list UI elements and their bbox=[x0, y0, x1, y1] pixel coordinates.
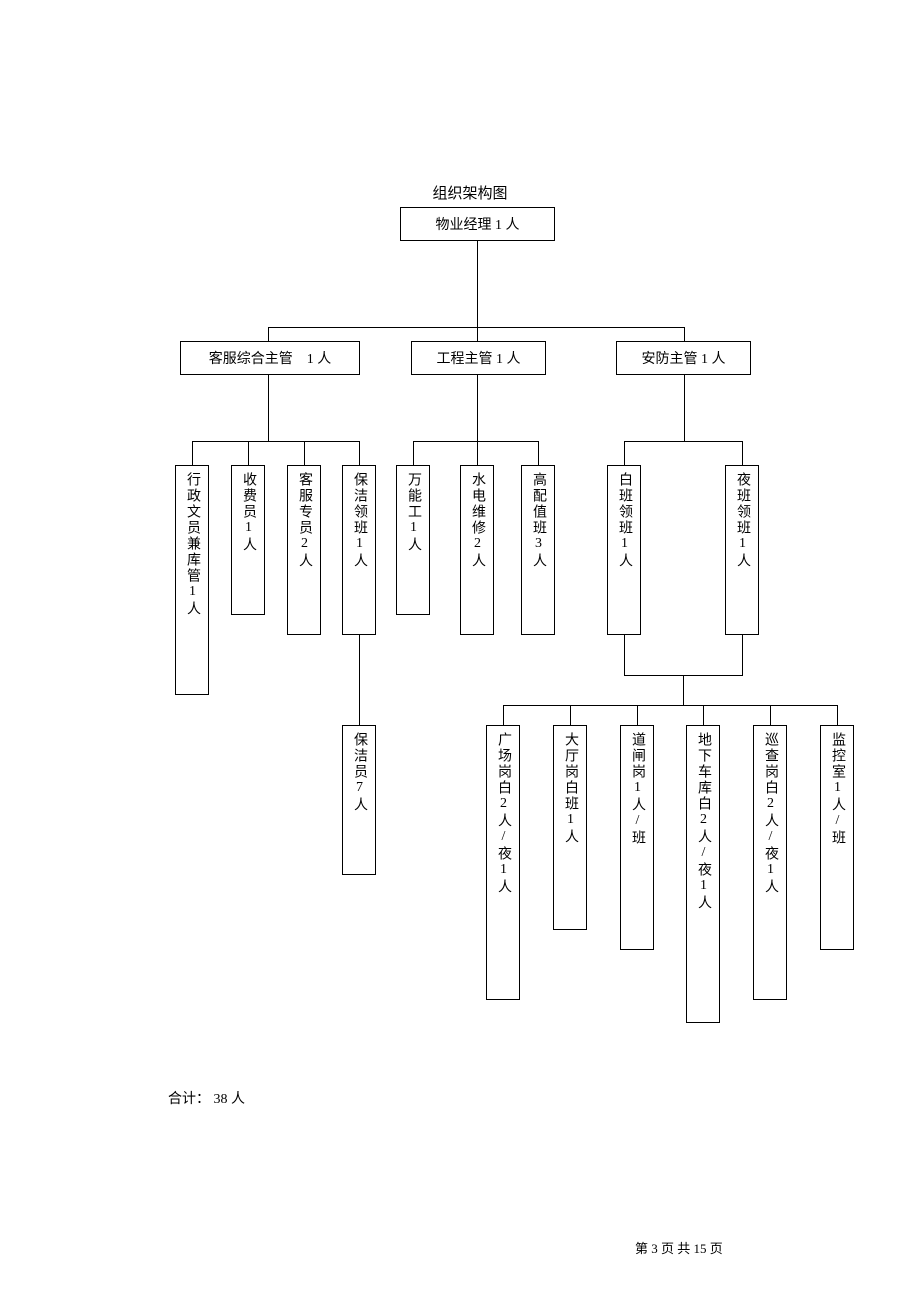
connector bbox=[268, 327, 269, 341]
connector bbox=[477, 375, 478, 441]
page-number: 第 3 页 共 15 页 bbox=[635, 1238, 723, 1257]
node-cs-mgr: 客服综合主管 1 人 bbox=[180, 341, 360, 375]
connector bbox=[770, 705, 771, 725]
node-patrol: 巡查岗白2人/夜1人 bbox=[753, 725, 787, 1000]
node-plumber: 水电维修2人 bbox=[460, 465, 494, 635]
connector bbox=[742, 635, 743, 675]
node-admin: 行政文员兼库管1人 bbox=[175, 465, 209, 695]
connector bbox=[624, 441, 625, 465]
node-eng-mgr: 工程主管 1 人 bbox=[411, 341, 546, 375]
connector bbox=[413, 441, 414, 465]
node-garage: 地下车库白2人/夜1人 bbox=[686, 725, 720, 1023]
connector bbox=[477, 441, 478, 465]
connector bbox=[538, 441, 539, 465]
connector bbox=[624, 635, 625, 675]
node-day-lead: 白班领班1人 bbox=[607, 465, 641, 635]
node-cleaner: 保洁员7人 bbox=[342, 725, 376, 875]
connector bbox=[503, 705, 504, 725]
connector bbox=[837, 705, 838, 725]
connector bbox=[268, 375, 269, 441]
connector bbox=[477, 327, 478, 341]
node-csrep: 客服专员2人 bbox=[287, 465, 321, 635]
node-clean-lead: 保洁领班1人 bbox=[342, 465, 376, 635]
node-hv: 高配值班3人 bbox=[521, 465, 555, 635]
connector bbox=[477, 241, 478, 327]
connector bbox=[192, 441, 193, 465]
connector bbox=[413, 441, 538, 442]
connector bbox=[742, 441, 743, 465]
node-monitor: 监控室1人/班 bbox=[820, 725, 854, 950]
connector bbox=[359, 441, 360, 465]
chart-title: 组织架构图 bbox=[410, 182, 530, 203]
connector bbox=[248, 441, 249, 465]
node-root: 物业经理 1 人 bbox=[400, 207, 555, 241]
connector bbox=[304, 441, 305, 465]
node-sec-mgr: 安防主管 1 人 bbox=[616, 341, 751, 375]
connector bbox=[684, 375, 685, 441]
connector bbox=[359, 635, 360, 725]
org-chart-page: 组织架构图 物业经理 1 人 客服综合主管 1 人 工程主管 1 人 安防主管 … bbox=[0, 0, 920, 1303]
connector bbox=[503, 705, 837, 706]
total-label: 合计： 38 人 bbox=[168, 1088, 245, 1108]
node-allround: 万能工1人 bbox=[396, 465, 430, 615]
node-lobby: 大厅岗白班1人 bbox=[553, 725, 587, 930]
connector bbox=[684, 327, 685, 341]
connector bbox=[624, 441, 742, 442]
node-night-lead: 夜班领班1人 bbox=[725, 465, 759, 635]
connector bbox=[268, 327, 684, 328]
connector bbox=[703, 705, 704, 725]
node-plaza: 广场岗白2人/夜1人 bbox=[486, 725, 520, 1000]
node-gate: 道闸岗1人/班 bbox=[620, 725, 654, 950]
connector bbox=[570, 705, 571, 725]
connector bbox=[637, 705, 638, 725]
node-fee: 收费员1人 bbox=[231, 465, 265, 615]
connector bbox=[192, 441, 359, 442]
connector bbox=[683, 675, 684, 705]
